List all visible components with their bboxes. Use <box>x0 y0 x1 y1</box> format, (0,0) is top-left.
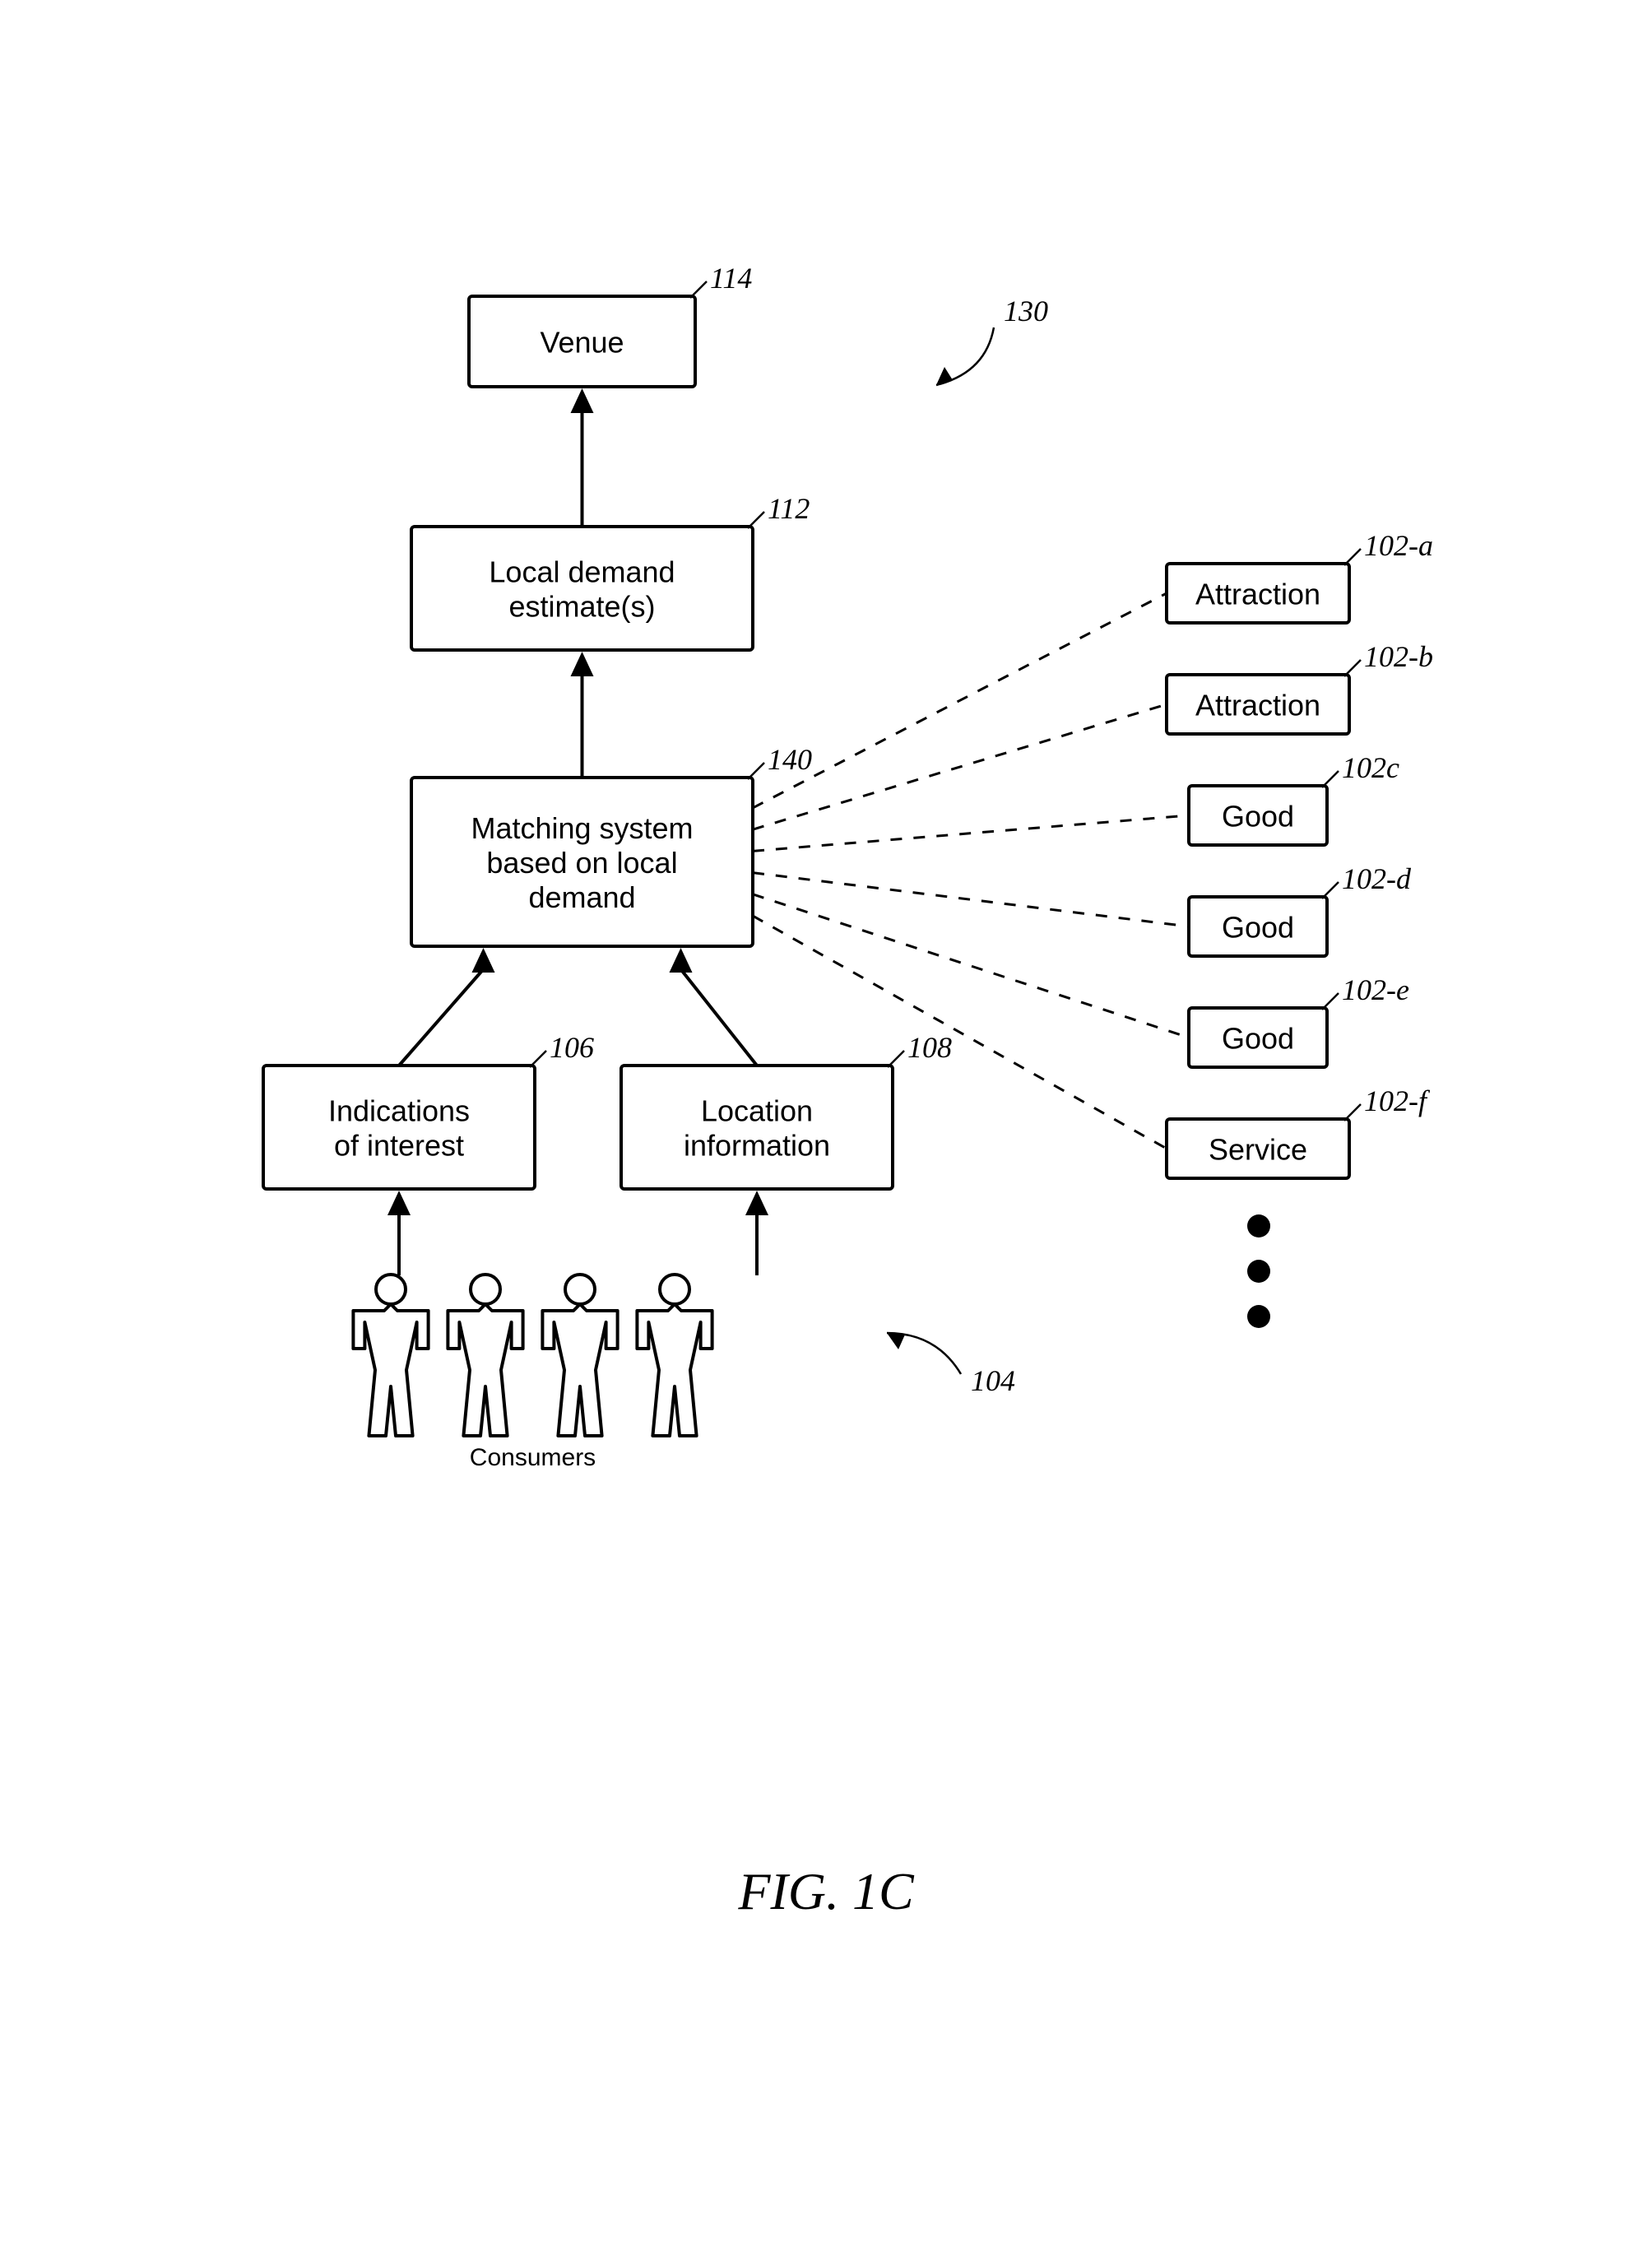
dashed-link <box>753 593 1167 808</box>
ellipsis-dot <box>1247 1305 1270 1328</box>
svg-text:104: 104 <box>971 1364 1015 1397</box>
svg-text:of interest: of interest <box>334 1129 464 1163</box>
svg-text:estimate(s): estimate(s) <box>508 590 655 624</box>
node-good_c: Good 102c <box>1189 751 1399 845</box>
svg-text:Good: Good <box>1222 911 1294 945</box>
dashed-link <box>753 873 1189 926</box>
svg-text:Good: Good <box>1222 1022 1294 1056</box>
svg-text:Matching system: Matching system <box>471 811 693 845</box>
svg-text:102c: 102c <box>1342 751 1399 784</box>
svg-text:based on local: based on local <box>486 846 677 880</box>
node-good_e: Good 102-e <box>1189 973 1409 1067</box>
person-icon <box>637 1275 712 1436</box>
arrow <box>745 1191 768 1275</box>
ellipsis-dot <box>1247 1260 1270 1283</box>
svg-text:Consumers: Consumers <box>470 1444 596 1471</box>
person-icon <box>542 1275 617 1436</box>
arrow <box>571 388 594 527</box>
arrow <box>670 948 758 1066</box>
svg-text:102-b: 102-b <box>1364 640 1433 673</box>
svg-text:Good: Good <box>1222 800 1294 833</box>
svg-text:Location: Location <box>701 1094 813 1128</box>
svg-text:108: 108 <box>907 1031 952 1064</box>
svg-text:140: 140 <box>768 743 812 776</box>
node-good_d: Good 102-d <box>1189 862 1412 956</box>
svg-text:102-d: 102-d <box>1342 862 1412 895</box>
dashed-link <box>753 704 1167 829</box>
node-indications: Indicationsof interest 106 <box>263 1031 594 1189</box>
arrow <box>387 1191 411 1275</box>
ellipsis-dot <box>1247 1214 1270 1237</box>
svg-text:102-e: 102-e <box>1342 973 1409 1006</box>
svg-text:106: 106 <box>550 1031 594 1064</box>
arrow <box>571 652 594 778</box>
person-icon <box>353 1275 428 1436</box>
node-venue: Venue 114 <box>469 262 752 387</box>
svg-text:Venue: Venue <box>540 326 624 360</box>
dashed-link <box>753 815 1189 851</box>
node-attr_b: Attraction 102-b <box>1167 640 1433 734</box>
dashed-link <box>753 894 1189 1038</box>
svg-text:Attraction: Attraction <box>1195 689 1320 722</box>
svg-text:demand: demand <box>528 880 635 914</box>
svg-text:130: 130 <box>1004 295 1048 327</box>
svg-text:Indications: Indications <box>328 1094 470 1128</box>
node-attr_a: Attraction 102-a <box>1167 529 1433 623</box>
svg-text:102-a: 102-a <box>1364 529 1433 562</box>
svg-text:102-f: 102-f <box>1364 1084 1431 1117</box>
svg-text:information: information <box>684 1129 830 1163</box>
node-matching: Matching systembased on localdemand 140 <box>411 743 812 946</box>
arrow <box>399 948 495 1066</box>
svg-text:FIG. 1C: FIG. 1C <box>737 1862 915 1920</box>
node-location: Locationinformation 108 <box>621 1031 952 1189</box>
svg-text:Service: Service <box>1209 1133 1307 1167</box>
node-estimates: Local demandestimate(s) 112 <box>411 492 810 650</box>
svg-text:112: 112 <box>768 492 810 525</box>
svg-text:114: 114 <box>710 262 752 295</box>
svg-text:Local demand: Local demand <box>489 555 675 589</box>
node-service_f: Service 102-f <box>1167 1084 1431 1178</box>
person-icon <box>448 1275 522 1436</box>
svg-text:Attraction: Attraction <box>1195 578 1320 611</box>
